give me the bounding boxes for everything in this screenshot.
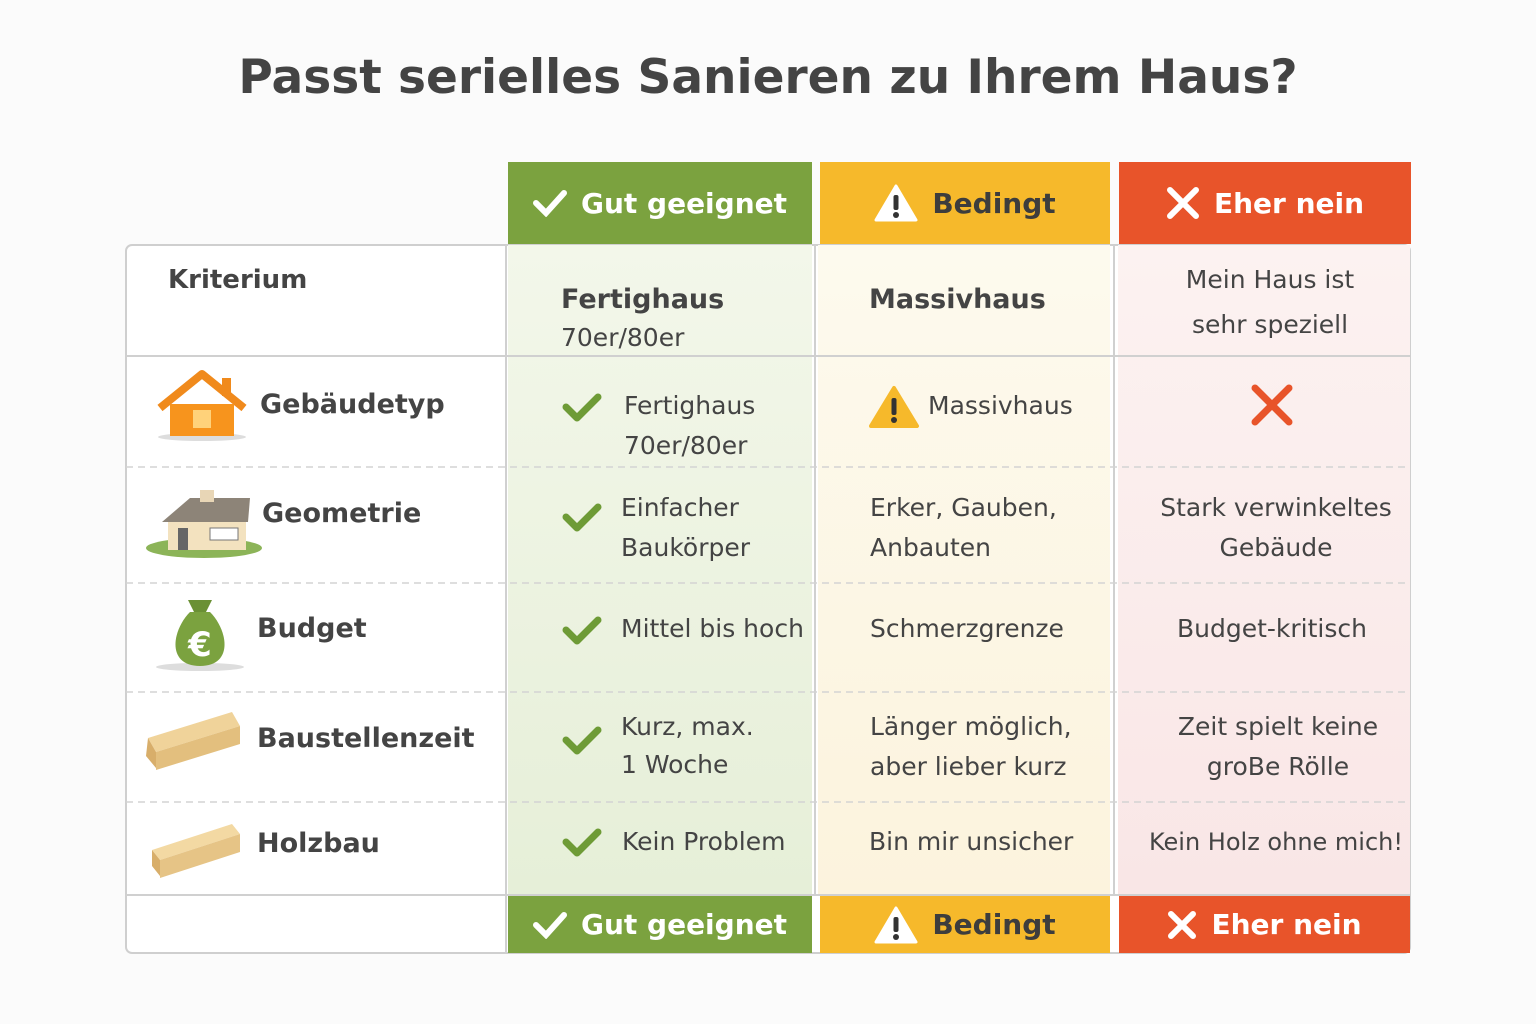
conditional-cell: Massivhaus <box>928 391 1073 420</box>
criterion-label: Gebäudetyp <box>260 389 445 420</box>
no-column-bg <box>1118 245 1410 895</box>
warning-icon <box>869 386 919 428</box>
check-icon <box>532 911 567 939</box>
column-label: Bedingt <box>932 908 1056 941</box>
good-footer: Gut geeignet <box>508 896 812 953</box>
good-subheader-sub: 70er/80er <box>561 323 685 352</box>
conditional-cell: Erker, Gauben, Anbauten <box>870 493 1057 562</box>
no-cell: Kein Holz ohne mich! <box>1148 828 1403 856</box>
no-cell: Zeit spielt keine groBe Rölle <box>1177 712 1379 781</box>
criterion-label: Holzbau <box>257 828 380 859</box>
no-cell: Budget-kritisch <box>1176 614 1367 643</box>
good-header: Gut geeignet <box>508 162 812 244</box>
home-geometry-icon <box>146 490 262 558</box>
column-label: Eher nein <box>1213 186 1365 220</box>
column-label: Bedingt <box>932 186 1056 220</box>
good-cell: Mittel bis hoch <box>621 614 804 643</box>
column-label: Eher nein <box>1211 908 1362 941</box>
criterion-label: Geometrie <box>262 498 422 529</box>
conditional-column-bg <box>818 245 1110 895</box>
row-dividers <box>126 466 1410 803</box>
check-icon <box>532 190 567 217</box>
conditional-cell: Schmerzgrenze <box>870 614 1064 643</box>
no-footer: Eher nein <box>1119 896 1410 953</box>
column-dividers <box>126 245 1410 953</box>
column-label: Gut geeignet <box>580 186 788 220</box>
good-column-bg <box>508 245 812 895</box>
no-header-bar <box>1119 162 1411 244</box>
warning-icon <box>874 184 918 222</box>
house-icon <box>157 370 247 441</box>
criterion-header: Kriterium <box>168 265 308 295</box>
conditional-footer-bar <box>820 896 1110 953</box>
conditional-subheader: Massivhaus <box>869 284 1046 315</box>
cross-icon <box>1251 384 1293 426</box>
svg-text:€: € <box>187 625 212 665</box>
no-subheader: Mein Haus ist sehr speziell <box>1185 265 1355 339</box>
criterion-label: Baustellenzeit <box>257 723 475 754</box>
money-bag-icon: € <box>156 600 244 671</box>
good-cell: Einfacher Baukörper <box>621 493 751 562</box>
column-label: Gut geeignet <box>580 908 788 941</box>
warning-icon <box>874 906 918 943</box>
conditional-footer: Bedingt <box>820 896 1110 953</box>
conditional-cell: Länger möglich, aber lieber kurz <box>870 712 1072 781</box>
cross-icon <box>1166 187 1199 219</box>
wood-planks-icon <box>146 712 240 770</box>
good-cell: Kein Problem <box>622 827 786 856</box>
conditional-cell: Bin mir unsicher <box>869 827 1074 856</box>
cross-icon <box>1168 910 1197 939</box>
no-header: Eher nein <box>1119 162 1411 244</box>
no-cell: Stark verwinkeltes Gebäude <box>1160 493 1392 562</box>
no-footer-bar <box>1119 896 1410 953</box>
good-cell: Fertighaus 70er/80er <box>624 391 756 460</box>
good-subheader-title: Fertighaus <box>561 284 725 315</box>
page-title: Passt serielles Sanieren zu Ihrem Haus? <box>238 50 1298 105</box>
good-cell: Kurz, max. 1 Woche <box>621 712 754 779</box>
conditional-header: Bedingt <box>820 162 1110 244</box>
criterion-label: Budget <box>257 613 367 644</box>
wood-beam-icon <box>152 824 240 878</box>
conditional-header-bar <box>820 162 1110 244</box>
